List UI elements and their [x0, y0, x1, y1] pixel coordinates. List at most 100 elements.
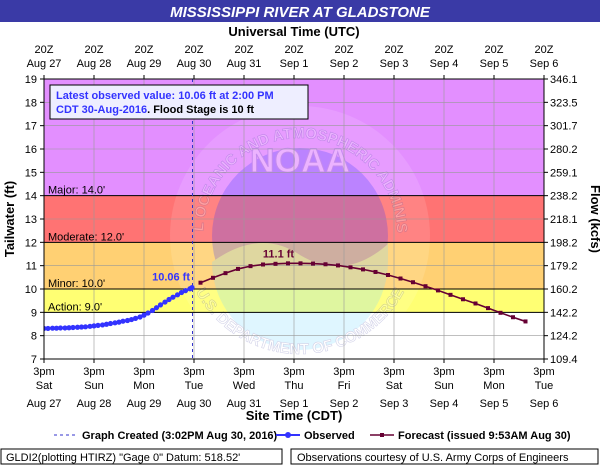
right-tick-label: 124.2 — [550, 331, 578, 343]
footer-right-box — [290, 448, 599, 465]
forecast-point — [511, 315, 515, 320]
right-tick-label: 280.2 — [550, 144, 578, 156]
right-axis-ticks: 109.4 124.2 142.2 160.2 179.2 198.2 218.1 238.2… — [544, 74, 578, 366]
left-axis-ticks: 7 8 9 10 11 12 13 14 15 16 17 18 19 — [25, 74, 44, 366]
bottom-tick-label-date: Sep 5 — [480, 398, 509, 410]
right-axis-label: Flow (kcfs) — [588, 185, 600, 253]
bottom-tick-label-time: 3pm — [233, 366, 254, 378]
bottom-tick-label-time: 3pm — [83, 366, 104, 378]
legend-forecast-label: Forecast (issued 9:53AM Aug 30) — [398, 430, 571, 442]
forecast-point — [211, 275, 215, 280]
chart-title: MISSISSIPPI RIVER AT GLADSTONE — [170, 4, 431, 21]
top-axis-ticks: 20Z Aug 27 20Z Aug 28 20Z Aug 29 20Z Aug 30 20Z A… — [27, 44, 559, 79]
right-tick-label: 218.1 — [550, 214, 578, 226]
forecast-point — [323, 262, 328, 267]
bottom-tick-label-day: Sun — [84, 380, 104, 392]
observed-point — [166, 296, 172, 303]
bottom-axis-ticks: 3pm Sat Aug 27 3pm Sun Aug 28 3pm Mon Aug 29 3pm T… — [27, 359, 558, 410]
info-box-frame — [49, 84, 309, 120]
observed-point — [141, 312, 147, 318]
observed-point — [74, 324, 81, 330]
observed-point — [82, 324, 89, 330]
forecast-point — [398, 276, 403, 281]
flood-category-lines — [44, 195, 544, 313]
left-tick-label: 19 — [25, 74, 37, 86]
category-label-minor: Minor: 10.0' — [48, 278, 105, 290]
observed-point — [170, 294, 176, 300]
observed-point — [87, 323, 93, 329]
top-axis-label: Universal Time (UTC) — [228, 24, 359, 39]
right-tick-label: 142.2 — [550, 307, 578, 319]
top-tick-label-date: Sep 2 — [330, 58, 359, 70]
footer-left-text: GLDI2(plotting HTIRZ) "Gage 0" Datum: 51… — [6, 452, 240, 464]
forecast-point — [386, 273, 390, 277]
info-box-flood-stage: . Flood Stage is 10 ft — [147, 104, 254, 116]
forecast-point — [198, 280, 203, 285]
observed-point — [145, 310, 151, 316]
forecast-point — [473, 301, 478, 306]
forecast-point — [298, 261, 303, 266]
bottom-tick-label-date: Aug 28 — [77, 398, 112, 410]
bottom-tick-label-date: Sep 4 — [430, 398, 459, 410]
forecast-point — [486, 306, 490, 311]
bottom-tick-label-day: Sat — [386, 380, 403, 392]
forecast-point — [436, 288, 440, 293]
observed-point — [182, 288, 189, 294]
category-label-moderate: Moderate: 12.0' — [48, 231, 124, 243]
forecast-point — [236, 266, 240, 271]
forecast-point — [223, 271, 228, 276]
top-tick-label-time: 20Z — [185, 44, 204, 56]
right-tick-label: 323.5 — [550, 97, 578, 109]
bottom-tick-label-day: Sat — [36, 380, 53, 392]
info-box-line1: Latest observed value: 10.06 ft at 2:00 … — [56, 90, 274, 102]
forecast-point — [461, 297, 465, 302]
top-tick-label-time: 20Z — [335, 44, 354, 56]
top-tick-label-time: 20Z — [235, 44, 254, 56]
observed-point — [45, 325, 51, 332]
top-tick-label-time: 20Z — [285, 44, 304, 56]
left-tick-label: 9 — [31, 307, 37, 319]
title-bar — [0, 0, 600, 22]
forecast-point — [261, 262, 265, 267]
observed-point — [162, 299, 168, 305]
forecast-point — [273, 261, 278, 266]
bottom-tick-label-date: Sep 3 — [380, 398, 409, 410]
left-tick-label: 8 — [31, 331, 37, 343]
bottom-tick-label-time: 3pm — [283, 366, 304, 378]
observed-series-points — [44, 285, 195, 332]
bottom-tick-label-day: Wed — [233, 380, 255, 392]
category-label-action: Action: 9.0' — [48, 301, 102, 313]
flood-category-labels: Action: 9.0' Minor: 10.0' Moderate: 12.0' M… — [48, 185, 124, 314]
bottom-tick-label-time: 3pm — [333, 366, 354, 378]
watermark-ring — [170, 106, 430, 366]
legend-observed-label: Observed — [304, 430, 355, 442]
bottom-tick-label-time: 3pm — [133, 366, 154, 378]
observed-point — [116, 319, 122, 325]
forecast-point — [336, 263, 340, 268]
latest-observation-box: Latest observed value: 10.06 ft at 2:00 … — [49, 84, 309, 120]
left-tick-label: 15 — [25, 167, 37, 179]
observed-point — [78, 324, 85, 330]
legend-observed-marker — [285, 432, 291, 438]
top-tick-label-time: 20Z — [35, 44, 54, 56]
observed-point — [178, 289, 185, 296]
bottom-tick-label-date: Aug 29 — [127, 398, 162, 410]
info-box-line2: CDT 30-Aug-2016. Flood Stage is 10 ft — [56, 104, 254, 116]
top-tick-label-date: Aug 29 — [127, 58, 162, 70]
top-tick-label-date: Sep 6 — [530, 58, 559, 70]
left-tick-label: 10 — [25, 284, 37, 296]
forecast-point — [498, 310, 503, 315]
forecast-series-points — [198, 261, 528, 324]
observed-point — [70, 324, 76, 331]
top-tick-label-date: Aug 30 — [177, 58, 212, 70]
bottom-tick-label-day: Thu — [285, 380, 304, 392]
forecast-point — [348, 265, 353, 270]
right-tick-label: 179.2 — [550, 261, 578, 273]
left-axis-label: Tailwater (ft) — [2, 181, 17, 257]
bottom-tick-label-day: Fri — [338, 380, 351, 392]
observed-point — [124, 317, 131, 324]
forecast-point — [286, 261, 290, 266]
bottom-tick-label-day: Sun — [434, 380, 454, 392]
observed-point — [99, 322, 106, 328]
observed-point — [153, 305, 160, 311]
